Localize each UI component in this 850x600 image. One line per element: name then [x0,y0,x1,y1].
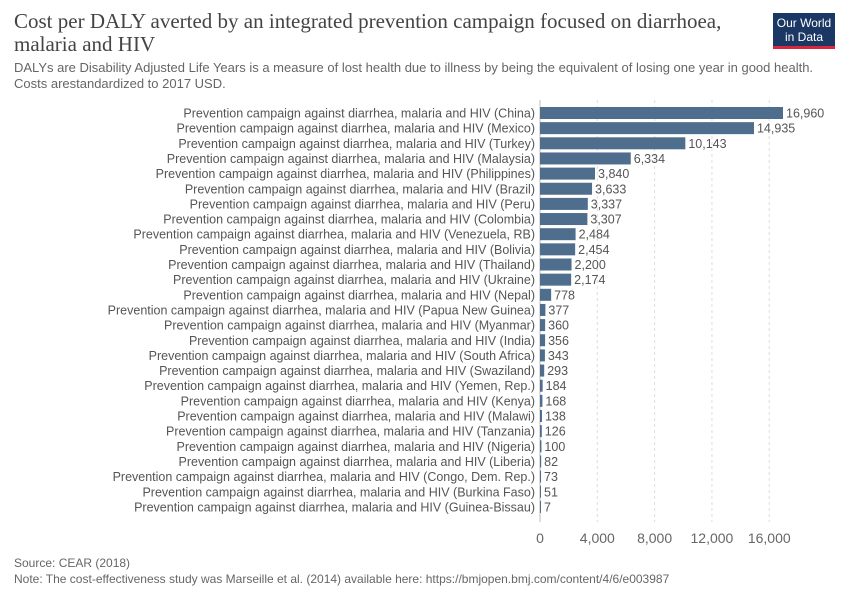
bar [540,303,546,316]
bar [540,167,596,180]
x-tick-label: 4,000 [580,530,615,546]
logo-line-1: Our World [776,16,832,30]
bar [540,213,588,226]
category-label: Prevention campaign against diarrhea, ma… [189,334,535,348]
category-label: Prevention campaign against diarrhea, ma… [167,152,535,166]
value-label: 360 [548,319,569,333]
chart-title: Cost per DALY averted by an integrated p… [14,9,722,56]
x-tick-label: 12,000 [691,530,734,546]
bar [540,470,542,483]
value-label: 3,337 [591,197,622,211]
bar [540,319,546,332]
category-label: Prevention campaign against diarrhea, ma… [108,303,535,317]
category-label: Prevention campaign against diarrhea, ma… [134,500,535,514]
bar [540,258,572,271]
category-label: Prevention campaign against diarrhea, ma… [183,288,535,302]
category-label: Prevention campaign against diarrhea, ma… [179,455,535,469]
bar [540,455,542,468]
category-label: Prevention campaign against diarrhea, ma… [163,213,535,227]
bar [540,394,543,407]
value-label: 82 [544,455,558,469]
value-label: 73 [544,470,558,484]
category-label: Prevention campaign against diarrhea, ma… [156,167,535,181]
value-label: 2,454 [578,243,609,257]
value-label: 10,143 [688,137,726,151]
value-label: 184 [546,379,567,393]
value-label: 293 [547,364,568,378]
x-tick-label: 0 [536,530,544,546]
category-label: Prevention campaign against diarrhea, ma… [185,182,535,196]
category-label: Prevention campaign against diarrhea, ma… [190,197,535,211]
category-label: Prevention campaign against diarrhea, ma… [166,425,535,439]
category-label: Prevention campaign against diarrhea, ma… [183,107,535,121]
source-note[interactable]: Source: CEAR (2018) [14,556,131,570]
bar [540,334,546,347]
value-label: 16,960 [786,107,824,121]
value-label: 14,935 [757,122,795,136]
bar [540,137,686,150]
bar [540,410,542,422]
category-label: Prevention campaign against diarrhea, ma… [177,410,535,424]
value-label: 3,307 [590,213,621,227]
bar [540,243,576,256]
bar [540,107,783,119]
value-label: 2,484 [579,228,610,242]
category-label: Prevention campaign against diarrhea, ma… [113,470,535,484]
category-label: Prevention campaign against diarrhea, ma… [133,228,535,242]
bar [540,122,754,135]
value-label: 168 [545,394,566,408]
value-label: 3,633 [595,182,626,196]
bar [540,228,576,241]
logo-line-2: in Data [784,30,824,44]
footnote: Note: The cost-effectiveness study was M… [14,572,670,586]
bar [540,440,542,453]
value-label: 2,200 [575,258,606,272]
category-label: Prevention campaign against diarrhea, ma… [149,349,535,363]
bar [540,197,588,210]
value-label: 7 [544,500,551,514]
bar [540,500,541,513]
value-label: 6,334 [634,152,665,166]
category-label: Prevention campaign against diarrhea, ma… [176,440,535,454]
bar [540,349,545,362]
bar [540,152,631,165]
category-label: Prevention campaign against diarrhea, ma… [164,319,535,333]
value-label: 377 [548,303,569,317]
owid-logo[interactable]: Our World in Data [773,13,835,49]
value-label: 138 [545,410,566,424]
category-label: Prevention campaign against diarrhea, ma… [179,243,535,257]
bar [540,425,542,438]
value-label: 343 [548,349,569,363]
value-label: 126 [545,425,566,439]
category-label: Prevention campaign against diarrhea, ma… [159,364,535,378]
category-label: Prevention campaign against diarrhea, ma… [181,394,535,408]
category-label: Prevention campaign against diarrhea, ma… [178,137,535,151]
category-label: Prevention campaign against diarrhea, ma… [144,379,535,393]
bar [540,379,543,392]
value-label: 2,174 [574,273,605,287]
bar [540,364,545,377]
category-label: Prevention campaign against diarrhea, ma… [142,485,535,499]
value-label: 778 [554,288,575,302]
bar [540,288,552,301]
value-label: 3,840 [598,167,629,181]
bar [540,182,593,195]
x-tick-label: 16,000 [748,530,791,546]
category-label: Prevention campaign against diarrhea, ma… [176,122,535,136]
value-label: 51 [544,485,558,499]
bar [540,485,541,498]
bar [540,273,572,286]
category-label: Prevention campaign against diarrhea, ma… [168,258,535,272]
chart-subtitle: DALYs are Disability Adjusted Life Years… [14,60,814,91]
value-label: 356 [548,334,569,348]
value-label: 100 [544,440,565,454]
x-tick-label: 8,000 [637,530,672,546]
category-label: Prevention campaign against diarrhea, ma… [173,273,535,287]
